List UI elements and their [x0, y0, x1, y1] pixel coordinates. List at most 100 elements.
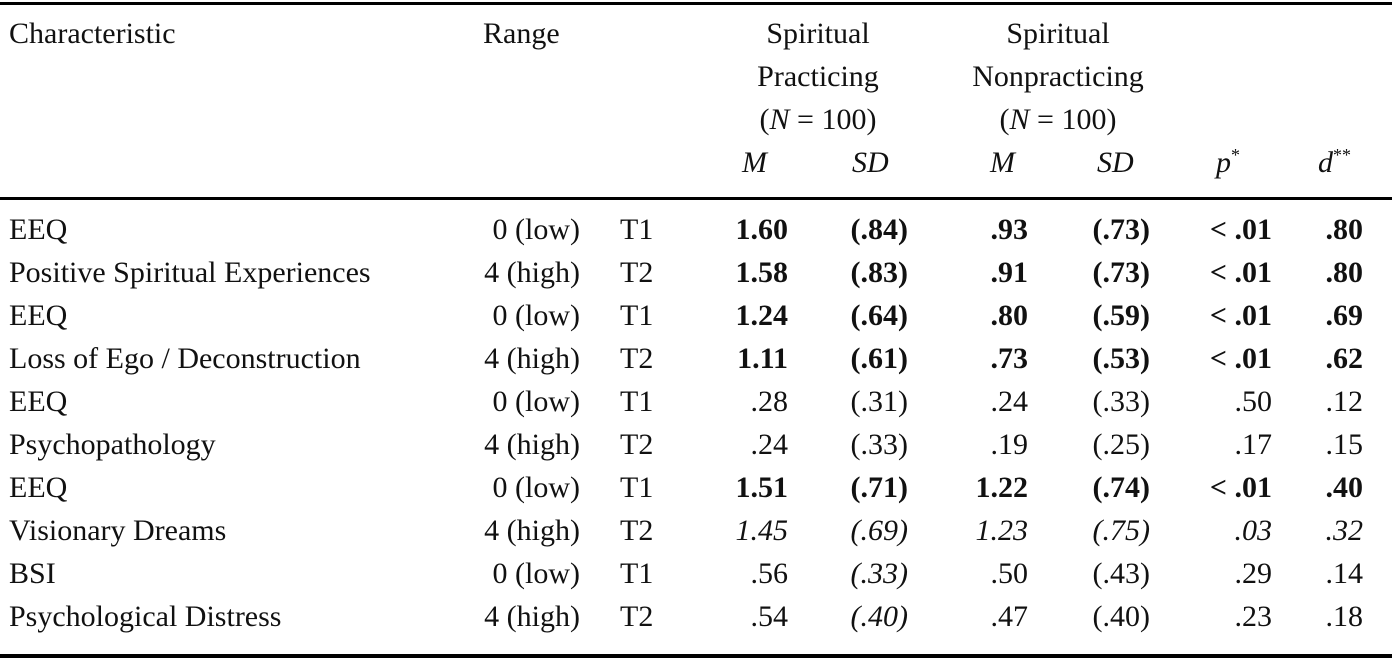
cell-d: .18 — [1325, 600, 1364, 633]
header-group-nonpracticing: Spiritual Nonpracticing (N = 100) — [948, 12, 1168, 141]
cell-sd1: (.33) — [850, 557, 908, 590]
header-m-nonpracticing: M — [990, 146, 1015, 179]
header-sd-practicing: SD — [852, 146, 889, 179]
cell-p: < .01 — [1209, 299, 1272, 332]
cell-range: 0 (low) — [492, 557, 580, 590]
table-row: Psychological Distress 4 (high) T2 .54 (.40)… — [0, 595, 1392, 638]
cell-sd1: (.31) — [850, 385, 908, 418]
cell-sd2: (.40) — [1092, 600, 1150, 633]
cell-sd2: (.59) — [1092, 299, 1150, 332]
cell-time: T1 — [620, 471, 654, 504]
cell-time: T2 — [620, 514, 654, 547]
cell-d: .32 — [1325, 514, 1364, 547]
cell-d: .40 — [1325, 471, 1364, 504]
cell-sd2: (.25) — [1092, 428, 1150, 461]
cell-p: .03 — [1234, 514, 1273, 547]
table-row: Visionary Dreams 4 (high) T2 1.45 (.69) 1.23 (… — [0, 509, 1392, 552]
cell-characteristic: EEQ — [9, 385, 68, 418]
cell-m1: 1.11 — [737, 342, 788, 375]
cell-time: T1 — [620, 213, 654, 246]
cell-range: 0 (low) — [492, 471, 580, 504]
header-sd-nonpracticing: SD — [1097, 146, 1134, 179]
cell-m1: 1.58 — [735, 256, 789, 289]
cell-characteristic: Psychopathology — [9, 428, 216, 461]
cell-m2: .91 — [990, 256, 1029, 289]
table-top-rule — [0, 2, 1392, 5]
cell-sd1: (.61) — [850, 342, 908, 375]
cell-m1: 1.24 — [735, 299, 789, 332]
cell-m2: .19 — [990, 428, 1029, 461]
cell-m2: 1.23 — [975, 514, 1029, 547]
cell-characteristic: EEQ — [9, 471, 68, 504]
cell-characteristic: Positive Spiritual Experiences — [9, 256, 371, 289]
cell-sd2: (.75) — [1092, 514, 1150, 547]
cell-sd1: (.64) — [850, 299, 908, 332]
cell-range: 4 (high) — [484, 256, 580, 289]
cell-range: 4 (high) — [484, 514, 580, 547]
header-range: Range — [483, 17, 560, 50]
cell-m1: .54 — [750, 600, 789, 633]
cell-time: T2 — [620, 342, 654, 375]
header-group-practicing: Spiritual Practicing (N = 100) — [718, 12, 918, 141]
cell-range: 0 (low) — [492, 299, 580, 332]
cell-range: 0 (low) — [492, 213, 580, 246]
cell-sd1: (.83) — [850, 256, 908, 289]
cell-p: < .01 — [1209, 471, 1272, 504]
cell-characteristic: Loss of Ego / Deconstruction — [9, 342, 361, 375]
cell-m2: .93 — [990, 213, 1029, 246]
cell-sd1: (.40) — [850, 600, 908, 633]
header-p: p* — [1216, 145, 1240, 179]
table-bottom-rule — [0, 654, 1392, 658]
cell-characteristic: BSI — [9, 557, 56, 590]
cell-m2: .47 — [990, 600, 1029, 633]
table-row: Positive Spiritual Experiences 4 (high) T2… — [0, 251, 1392, 294]
cell-p: < .01 — [1209, 213, 1272, 246]
table-row: EEQ 0 (low) T1 1.60 (.84) .93 (.73) < .01 .80 — [0, 208, 1392, 251]
cell-m1: 1.51 — [735, 471, 789, 504]
cell-time: T1 — [620, 557, 654, 590]
cell-sd1: (.69) — [850, 514, 908, 547]
cell-characteristic: EEQ — [9, 299, 68, 332]
header-group-nonpracticing-n: (N = 100) — [999, 103, 1117, 136]
header-m-practicing: M — [742, 146, 767, 179]
cell-m2: 1.22 — [975, 471, 1029, 504]
cell-m1: 1.60 — [735, 213, 789, 246]
header-group-nonpracticing-line1: Spiritual — [1006, 17, 1110, 50]
cell-time: T1 — [620, 299, 654, 332]
cell-characteristic: Visionary Dreams — [9, 514, 227, 547]
header-group-practicing-line1: Spiritual — [766, 17, 870, 50]
cell-sd2: (.74) — [1092, 471, 1150, 504]
cell-p: .23 — [1234, 600, 1273, 633]
cell-range: 4 (high) — [484, 342, 580, 375]
cell-time: T1 — [620, 385, 654, 418]
cell-time: T2 — [620, 428, 654, 461]
cell-d: .15 — [1325, 428, 1364, 461]
cell-p: .50 — [1234, 385, 1273, 418]
cell-characteristic: EEQ — [9, 213, 68, 246]
table-row: Psychopathology 4 (high) T2 .24 (.33) .19 (.25… — [0, 423, 1392, 466]
cell-m2: .73 — [990, 342, 1029, 375]
cell-sd2: (.73) — [1092, 256, 1150, 289]
cell-range: 0 (low) — [492, 385, 580, 418]
cell-m2: .50 — [990, 557, 1029, 590]
cell-sd1: (.71) — [850, 471, 908, 504]
cell-d: .12 — [1325, 385, 1364, 418]
header-group-practicing-n: (N = 100) — [759, 103, 877, 136]
cell-sd1: (.84) — [850, 213, 908, 246]
header-characteristic: Characteristic — [9, 17, 176, 50]
cell-time: T2 — [620, 256, 654, 289]
table-row: EEQ 0 (low) T1 1.51 (.71) 1.22 (.74) < .01 .40 — [0, 466, 1392, 509]
header-group-nonpracticing-line2: Nonpracticing — [972, 60, 1144, 93]
cell-m2: .80 — [990, 299, 1029, 332]
cell-d: .80 — [1325, 213, 1364, 246]
cell-sd2: (.53) — [1092, 342, 1150, 375]
table-header-rule — [0, 197, 1392, 200]
cell-d: .62 — [1325, 342, 1364, 375]
table-row: BSI 0 (low) T1 .56 (.33) .50 (.43) .29 .14 — [0, 552, 1392, 595]
cell-range: 4 (high) — [484, 600, 580, 633]
table-row: EEQ 0 (low) T1 .28 (.31) .24 (.33) .50 .12 — [0, 380, 1392, 423]
cell-m2: .24 — [990, 385, 1029, 418]
cell-p: .17 — [1234, 428, 1273, 461]
cell-m1: .56 — [750, 557, 789, 590]
cell-p: .29 — [1234, 557, 1273, 590]
